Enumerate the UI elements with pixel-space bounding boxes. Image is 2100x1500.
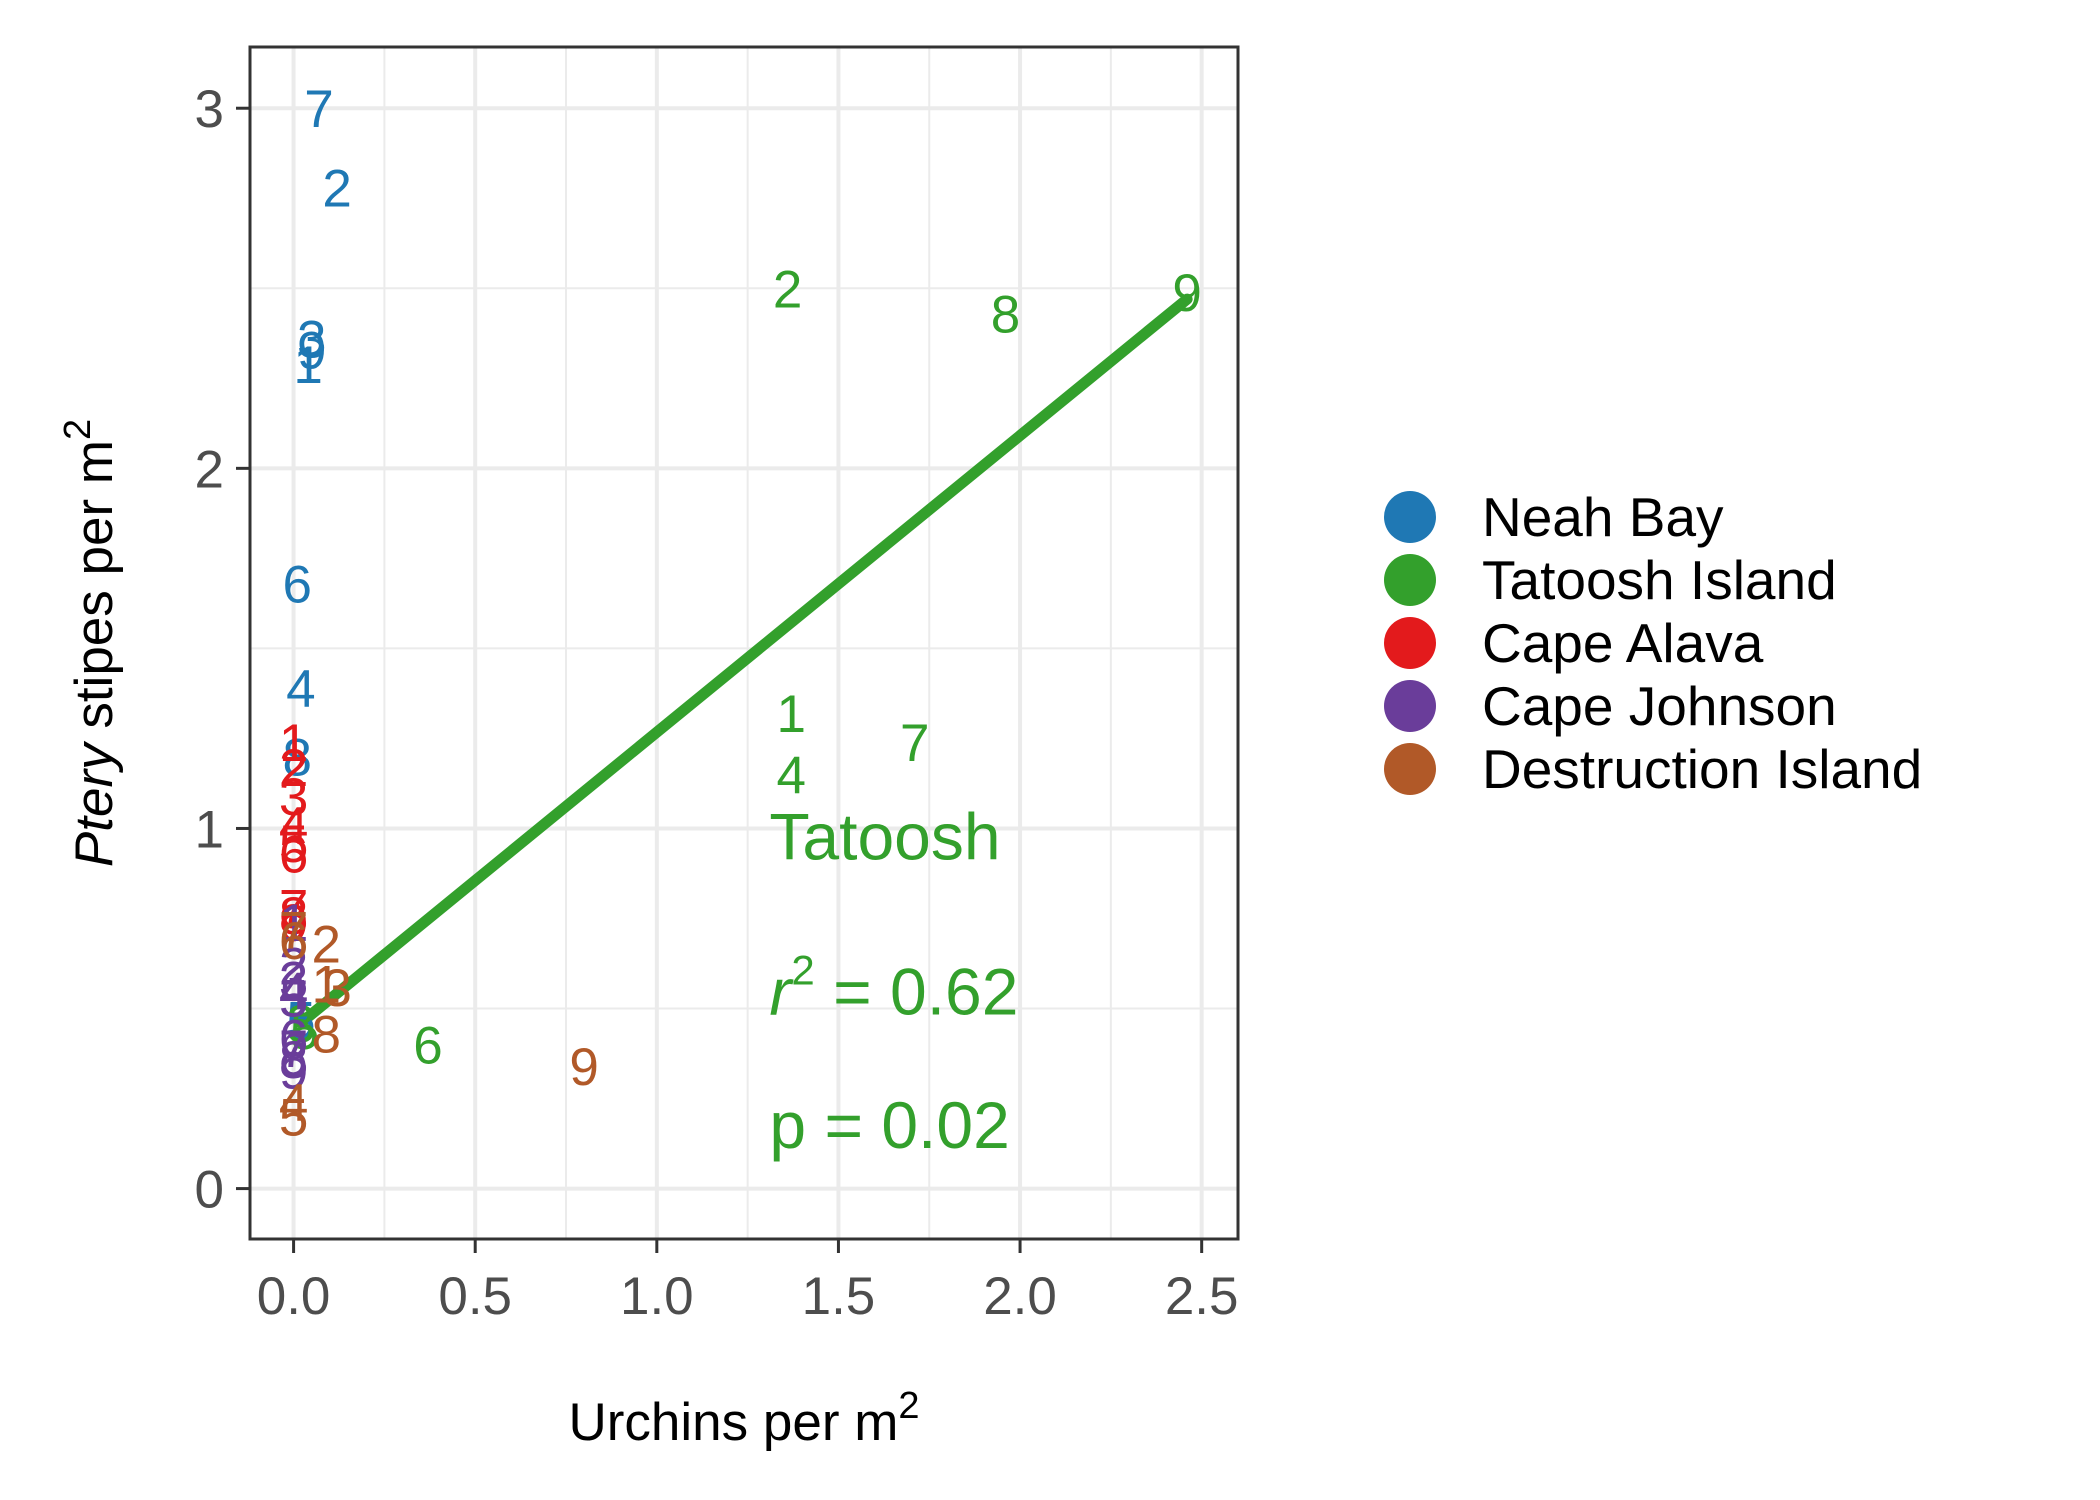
annotations: Tatoosh r2 = 0.62 p = 0.02 [769, 800, 1018, 1162]
grid [250, 47, 1238, 1239]
y-axis-title-italic: Ptery [65, 740, 124, 867]
point-label: 9 [1172, 264, 1201, 323]
point-label: 4 [279, 1074, 308, 1133]
x-tick-label: 2.0 [983, 1267, 1057, 1326]
point-label: 8 [991, 285, 1020, 344]
r-squared-superscript: 2 [791, 947, 814, 994]
point-label: 5 [286, 991, 315, 1050]
r-squared-value: = 0.62 [815, 955, 1019, 1029]
x-tick-label: 0.5 [438, 1267, 512, 1326]
point-label: 6 [279, 826, 308, 885]
plot-border [248, 45, 1240, 1241]
x-tick-label: 2.5 [1165, 1267, 1239, 1326]
point-label: 3 [279, 952, 308, 1011]
point-label: 6 [279, 912, 308, 971]
point-label: 2 [322, 159, 351, 218]
point-label: 4 [279, 963, 308, 1022]
legend-key [1384, 617, 1436, 669]
x-axis-title: Urchins per m2 [569, 1385, 920, 1452]
point-label: 3 [322, 959, 351, 1018]
y-axis-title: Ptery stipes per m2 [57, 419, 124, 867]
x-tick-label: 0.0 [257, 1267, 331, 1326]
point-label: 9 [279, 1042, 308, 1101]
point-label: 3 [279, 768, 308, 827]
point-label: 9 [297, 322, 326, 381]
x-axis-title-superscript: 2 [898, 1385, 919, 1427]
annotation-site: Tatoosh [769, 800, 1000, 874]
legend-key [1384, 554, 1436, 606]
point-label: 8 [312, 1006, 341, 1065]
point-label: 8 [279, 887, 308, 946]
y-tick-label: 3 [195, 80, 224, 139]
plot-panel [250, 47, 1238, 1239]
point-label: 1 [279, 894, 308, 953]
point-label: 1 [776, 685, 805, 744]
point-label: 5 [290, 1002, 319, 1061]
x-axis-title-text: Urchins per m [569, 1393, 899, 1452]
legend-label: Tatoosh Island [1482, 549, 1837, 611]
point-label: 2 [773, 260, 802, 319]
x-tick-label: 1.0 [620, 1267, 694, 1326]
y-axis-title-text: stipes per m [65, 440, 124, 743]
y-tick-label: 2 [195, 440, 224, 499]
y-axis-title-superscript: 2 [57, 419, 99, 440]
point-label: 6 [279, 1009, 308, 1068]
point-label: 6 [413, 1017, 442, 1076]
legend-label: Destruction Island [1482, 738, 1922, 800]
y-tick-label: 0 [195, 1161, 224, 1220]
point-label: 2 [279, 937, 308, 996]
point-label: 1 [279, 714, 308, 773]
point-label: 8 [282, 728, 311, 787]
point-label: 3 [286, 995, 315, 1054]
legend-key [1384, 680, 1436, 732]
point-label: 4 [279, 797, 308, 856]
point-label: 4 [776, 746, 805, 805]
legend-label: Cape Johnson [1482, 675, 1837, 737]
point-label: 7 [279, 880, 308, 939]
point-label: 7 [279, 901, 308, 960]
point-label: 3 [297, 311, 326, 370]
point-label: 4 [286, 660, 315, 719]
legend-label: Cape Alava [1482, 612, 1764, 674]
legend-label: Neah Bay [1482, 486, 1724, 548]
legend-key [1384, 491, 1436, 543]
annotation-r-squared: r2 = 0.62 [769, 947, 1018, 1029]
point-label: 2 [279, 739, 308, 798]
point-label: 7 [304, 80, 333, 139]
y-tick-label: 1 [195, 800, 224, 859]
fit-line [295, 293, 1193, 1029]
point-label: 9 [569, 1038, 598, 1097]
x-tick-label: 1.5 [802, 1267, 876, 1326]
r-symbol: r [769, 955, 794, 1029]
point-label: 6 [282, 556, 311, 615]
point-label: 1 [312, 955, 341, 1014]
point-label: 7 [279, 1020, 308, 1079]
point-label: 1 [293, 336, 322, 395]
point-label: 2 [312, 916, 341, 975]
point-label: 5 [279, 815, 308, 874]
point-label: 8 [279, 1031, 308, 1090]
annotation-p-value: p = 0.02 [769, 1088, 1009, 1162]
point-label: 7 [900, 714, 929, 773]
fit-line-group [295, 293, 1193, 1029]
point-label: 5 [279, 970, 308, 1029]
point-label: 5 [279, 1089, 308, 1148]
point-label: 9 [279, 894, 308, 953]
legend-key [1384, 743, 1436, 795]
